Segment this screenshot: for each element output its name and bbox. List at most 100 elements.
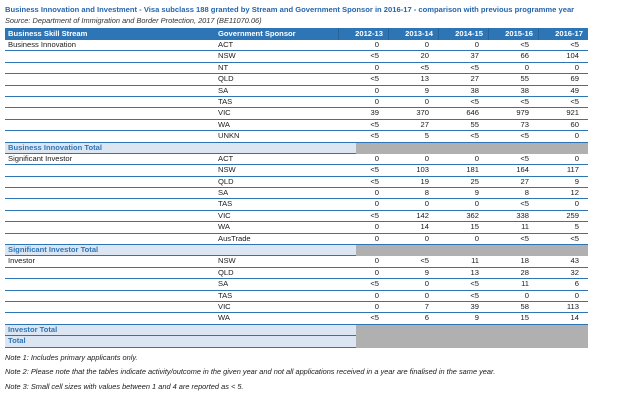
table-row: TAS 0 0 0 <5 0 (5, 199, 588, 211)
sponsor-cell: ACT (218, 153, 234, 163)
note-line: Note 1: Includes primary applicants only… (5, 352, 138, 362)
stream-cell (5, 199, 218, 209)
value-cell: 49 (570, 85, 579, 95)
value-cell: <5 (520, 131, 529, 141)
value-cell: <5 (370, 119, 379, 129)
value-cell: 338 (516, 210, 529, 220)
table-row: AusTrade 0 0 0 <5 <5 (5, 233, 588, 246)
stream-cell (5, 74, 218, 84)
value-cell: 37 (470, 51, 479, 61)
value-cell: 39 (370, 108, 379, 118)
stream-cell (5, 177, 218, 187)
table-row: WA <5 27 55 73 60 (5, 119, 588, 132)
value-cell: 103 (416, 165, 429, 175)
value-cell: 0 (574, 62, 579, 72)
sponsor-cell: WA (218, 222, 230, 232)
report-page: Business Innovation and Investment - Vis… (0, 5, 640, 412)
report-title: Business Innovation and Investment - Vis… (5, 5, 575, 14)
value-cell: 55 (520, 74, 529, 84)
value-cell: 15 (470, 222, 479, 232)
value-cell: 60 (570, 119, 579, 129)
table-row: NSW <5 20 37 66 104 (5, 51, 588, 63)
sponsor-cell: SA (218, 279, 229, 289)
value-cell: 0 (524, 62, 529, 72)
value-cell: 13 (420, 74, 429, 84)
value-cell: <5 (370, 279, 379, 289)
column-header-stream: Business Skill Stream (8, 29, 88, 38)
value-cell: 11 (471, 256, 479, 266)
value-cell: 0 (374, 301, 379, 311)
stream-cell (5, 313, 218, 323)
stream-cell (5, 268, 218, 278)
value-cell: 0 (574, 290, 579, 300)
sponsor-cell: NT (218, 62, 229, 72)
grand-total-label: Total (5, 336, 356, 348)
value-cell: 25 (470, 176, 479, 186)
table-row: TAS 0 0 <5 <5 <5 (5, 96, 588, 109)
value-cell: 0 (424, 199, 429, 209)
note-line: Note 2: Please note that the tables indi… (5, 367, 496, 377)
table-row: UNKN <5 5 <5 <5 0 (5, 131, 588, 143)
sponsor-cell: QLD (218, 176, 234, 186)
column-header-year: 2012-13 (338, 28, 388, 40)
value-cell: <5 (470, 62, 479, 72)
value-cell: 13 (470, 267, 479, 277)
table-row: Significant Investor ACT 0 0 0 <5 0 (5, 153, 588, 166)
stream-cell (5, 165, 218, 175)
value-cell: 0 (374, 267, 379, 277)
value-cell: 0 (374, 96, 379, 106)
sponsor-cell: UNKN (218, 131, 240, 141)
table-row: TAS 0 0 <5 0 0 (5, 290, 588, 302)
value-cell: 11 (521, 279, 529, 289)
stream-cell (5, 234, 218, 244)
total-gray-cell (356, 245, 588, 257)
value-cell: 18 (520, 256, 529, 266)
value-cell: 0 (374, 62, 379, 72)
value-cell: 0 (374, 256, 379, 266)
value-cell: 0 (374, 290, 379, 300)
value-cell: 9 (474, 188, 479, 198)
value-cell: <5 (570, 96, 579, 106)
stream-cell (5, 131, 218, 141)
value-cell: 19 (420, 176, 429, 186)
table-row: NSW <5 103 181 164 117 (5, 165, 588, 177)
value-cell: <5 (370, 165, 379, 175)
value-cell: 0 (424, 290, 429, 300)
value-cell: 9 (424, 85, 429, 95)
value-cell: 66 (520, 51, 529, 61)
total-gray-cell (356, 324, 588, 337)
value-cell: <5 (570, 40, 579, 49)
value-cell: <5 (520, 199, 529, 209)
table-row: QLD <5 13 27 55 69 (5, 74, 588, 86)
value-cell: 58 (520, 301, 529, 311)
value-cell: 55 (470, 119, 479, 129)
stream-cell (5, 97, 218, 107)
column-header-year: 2014-15 (438, 28, 488, 40)
table-row: VIC <5 142 362 338 259 (5, 210, 588, 223)
sponsor-cell: QLD (218, 74, 234, 84)
value-cell: 0 (424, 40, 429, 49)
total-row: Investor Total (5, 324, 588, 337)
value-cell: 38 (470, 85, 479, 95)
value-cell: 14 (570, 313, 579, 323)
column-header-sponsor: Government Sponsor (218, 29, 296, 38)
total-label: Investor Total (5, 324, 356, 337)
sponsor-cell: ACT (218, 40, 234, 49)
table-header-row: Business Skill Stream Government Sponsor 2… (5, 28, 588, 40)
value-cell: 28 (520, 267, 529, 277)
table-row: SA <5 0 <5 11 6 (5, 279, 588, 291)
column-header-year: 2015-16 (488, 28, 538, 40)
sponsor-cell: TAS (218, 199, 233, 209)
column-header-year: 2016-17 (538, 28, 588, 40)
grand-total-row: Total (5, 336, 588, 348)
value-cell: 9 (474, 313, 479, 323)
table-row: WA <5 6 9 15 14 (5, 313, 588, 325)
value-cell: 69 (570, 74, 579, 84)
value-cell: <5 (420, 256, 429, 266)
sponsor-cell: NSW (218, 51, 236, 61)
value-cell: 0 (574, 199, 579, 209)
report-notes: Note 1: Includes primary applicants only… (5, 353, 635, 391)
value-cell: 0 (474, 199, 479, 209)
value-cell: 0 (374, 222, 379, 232)
value-cell: 0 (424, 279, 429, 289)
